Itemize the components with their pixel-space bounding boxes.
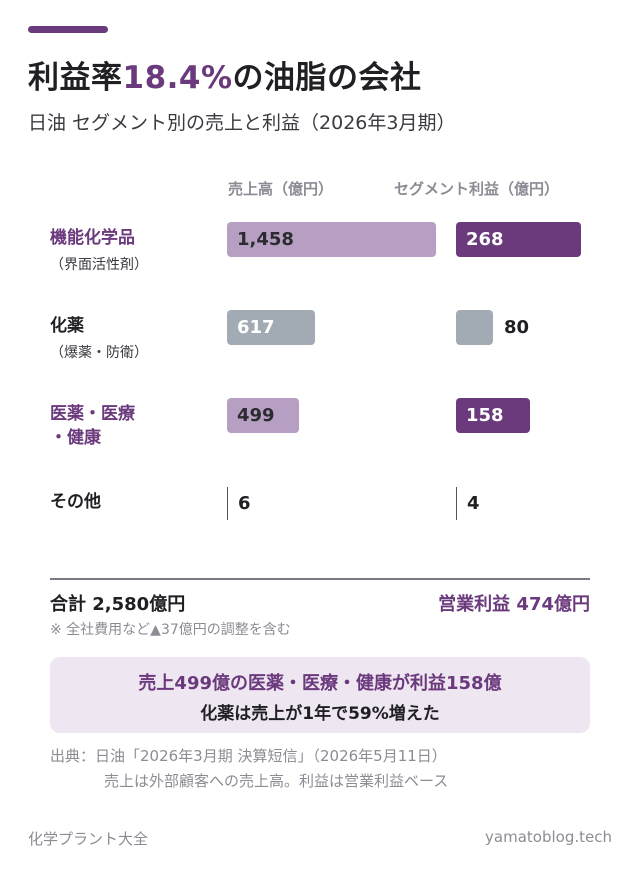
source-line-2: 売上は外部顧客への売上高。利益は営業利益ベース <box>104 772 449 790</box>
profit-column-header: セグメント利益（億円） <box>394 180 560 198</box>
footer-brand: 化学プラント大全 <box>28 830 149 848</box>
title-highlight: 18.4% <box>122 60 233 96</box>
total-divider <box>50 578 590 580</box>
profit-value-label: 268 <box>466 228 504 250</box>
source-line-1: 出典：日油「2026年3月期 決算短信」（2026年5月11日） <box>50 747 447 765</box>
sales-bar <box>227 487 228 520</box>
key-insight-callout: 売上499億の医薬・医療・健康が利益158億 化薬は売上が1年で59%増えた <box>50 657 590 733</box>
profit-bar <box>456 487 457 520</box>
segment-name: ・健康 <box>50 428 101 448</box>
segment-name: 医薬・医療 <box>50 404 135 424</box>
profit-bar <box>456 310 493 345</box>
sales-bar <box>227 310 315 345</box>
profit-value-label: 4 <box>467 492 480 514</box>
segment-name: その他 <box>50 492 101 512</box>
sales-value-label: 6 <box>238 492 251 514</box>
segment-detail: （界面活性剤） <box>50 257 148 273</box>
sales-value-label: 1,458 <box>237 228 294 250</box>
segment-name: 化薬 <box>50 316 84 336</box>
segment-detail: （爆薬・防衛） <box>50 345 148 361</box>
profit-value-label: 158 <box>466 404 504 426</box>
accent-bar <box>28 26 108 33</box>
profit-total: 営業利益 474億円 <box>438 594 590 615</box>
profit-bar <box>456 222 581 257</box>
sales-value-label: 499 <box>237 404 275 426</box>
page-subtitle: 日油 セグメント別の売上と利益（2026年3月期） <box>28 112 456 134</box>
segment-name: 機能化学品 <box>50 228 135 248</box>
sales-value-label: 617 <box>237 316 275 338</box>
callout-line-2: 化薬は売上が1年で59%増えた <box>200 704 440 724</box>
profit-bar <box>456 398 530 433</box>
footer-site: yamatoblog.tech <box>485 828 612 846</box>
sales-bar <box>227 222 436 257</box>
page-title: 利益率18.4%の油脂の会社 <box>28 60 422 96</box>
sales-column-header: 売上高（億円） <box>228 180 334 198</box>
callout-line-1: 売上499億の医薬・医療・健康が利益158億 <box>138 673 502 694</box>
sales-total: 合計 2,580億円 <box>50 594 186 615</box>
adjustment-note: ※ 全社費用など▲37億円の調整を含む <box>50 622 291 638</box>
profit-value-label: 80 <box>504 316 530 338</box>
sales-bar <box>227 398 299 433</box>
